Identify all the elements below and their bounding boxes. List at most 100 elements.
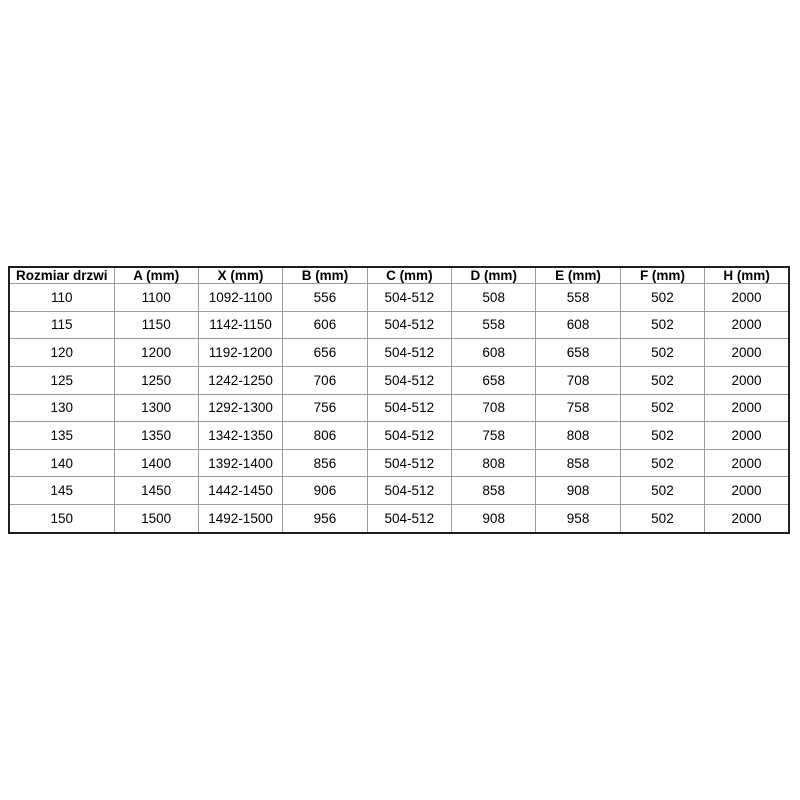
cell-r5-c7: 502 xyxy=(619,421,706,450)
cell-r3-c1: 1250 xyxy=(113,365,199,395)
table-row: 110 1100 1092-1100 556 504-512 508 558 502 2000 xyxy=(8,283,790,312)
cell-r6-c8: 2000 xyxy=(704,448,790,478)
cell-r8-c1: 1500 xyxy=(113,504,199,534)
cell-r2-c4: 504-512 xyxy=(366,338,453,367)
cell-r4-c3: 756 xyxy=(282,393,368,423)
cell-r6-c0: 140 xyxy=(8,448,115,478)
cell-r0-c0: 110 xyxy=(8,283,115,312)
cell-r2-c3: 656 xyxy=(282,338,368,367)
cell-r3-c8: 2000 xyxy=(704,365,790,395)
table-row: 150 1500 1492-1500 956 504-512 908 958 502 2000 xyxy=(8,504,790,534)
cell-r1-c4: 504-512 xyxy=(366,310,453,340)
table-header: Rozmiar drzwi A (mm) X (mm) B (mm) C (mm) D (… xyxy=(8,266,790,284)
column-header-0: Rozmiar drzwi xyxy=(8,266,115,284)
cell-r6-c7: 502 xyxy=(619,448,706,478)
column-header-5: D (mm) xyxy=(450,266,537,284)
cell-r1-c3: 606 xyxy=(282,310,368,340)
cell-r2-c8: 2000 xyxy=(704,338,790,367)
header-row: Rozmiar drzwi A (mm) X (mm) B (mm) C (mm) D (… xyxy=(8,266,790,284)
column-header-3: B (mm) xyxy=(282,266,368,284)
cell-r6-c1: 1400 xyxy=(113,448,199,478)
cell-r3-c3: 706 xyxy=(282,365,368,395)
cell-r7-c0: 145 xyxy=(8,476,115,505)
cell-r2-c6: 658 xyxy=(535,338,621,367)
cell-r5-c0: 135 xyxy=(8,421,115,450)
cell-r0-c5: 508 xyxy=(450,283,537,312)
cell-r8-c6: 958 xyxy=(535,504,621,534)
cell-r4-c0: 130 xyxy=(8,393,115,423)
column-header-4: C (mm) xyxy=(366,266,453,284)
cell-r4-c4: 504-512 xyxy=(366,393,453,423)
cell-r1-c7: 502 xyxy=(619,310,706,340)
table-row: 125 1250 1242-1250 706 504-512 658 708 502 2000 xyxy=(8,365,790,395)
cell-r0-c1: 1100 xyxy=(113,283,199,312)
cell-r3-c4: 504-512 xyxy=(366,365,453,395)
cell-r0-c6: 558 xyxy=(535,283,621,312)
cell-r6-c6: 858 xyxy=(535,448,621,478)
table-row: 145 1450 1442-1450 906 504-512 858 908 502 2000 xyxy=(8,476,790,505)
cell-r6-c2: 1392-1400 xyxy=(197,448,284,478)
cell-r5-c5: 758 xyxy=(450,421,537,450)
cell-r4-c1: 1300 xyxy=(113,393,199,423)
door-size-spec-table: Rozmiar drzwi A (mm) X (mm) B (mm) C (mm) D (… xyxy=(8,266,790,534)
cell-r3-c2: 1242-1250 xyxy=(197,365,284,395)
cell-r2-c0: 120 xyxy=(8,338,115,367)
cell-r1-c0: 115 xyxy=(8,310,115,340)
cell-r6-c3: 856 xyxy=(282,448,368,478)
table-body: 110 1100 1092-1100 556 504-512 508 558 502 2000 1… xyxy=(8,283,790,534)
cell-r0-c8: 2000 xyxy=(704,283,790,312)
cell-r1-c5: 558 xyxy=(450,310,537,340)
cell-r0-c3: 556 xyxy=(282,283,368,312)
table-row: 135 1350 1342-1350 806 504-512 758 808 502 2000 xyxy=(8,421,790,450)
cell-r2-c5: 608 xyxy=(450,338,537,367)
cell-r3-c5: 658 xyxy=(450,365,537,395)
cell-r7-c8: 2000 xyxy=(704,476,790,505)
cell-r3-c6: 708 xyxy=(535,365,621,395)
cell-r8-c8: 2000 xyxy=(704,504,790,534)
column-header-7: F (mm) xyxy=(619,266,706,284)
cell-r5-c1: 1350 xyxy=(113,421,199,450)
cell-r5-c2: 1342-1350 xyxy=(197,421,284,450)
column-header-1: A (mm) xyxy=(113,266,199,284)
cell-r4-c2: 1292-1300 xyxy=(197,393,284,423)
column-header-6: E (mm) xyxy=(535,266,621,284)
cell-r3-c7: 502 xyxy=(619,365,706,395)
cell-r7-c2: 1442-1450 xyxy=(197,476,284,505)
cell-r7-c3: 906 xyxy=(282,476,368,505)
cell-r5-c4: 504-512 xyxy=(366,421,453,450)
column-header-8: H (mm) xyxy=(704,266,790,284)
cell-r1-c2: 1142-1150 xyxy=(197,310,284,340)
cell-r1-c1: 1150 xyxy=(113,310,199,340)
table-row: 140 1400 1392-1400 856 504-512 808 858 502 2000 xyxy=(8,448,790,478)
cell-r2-c7: 502 xyxy=(619,338,706,367)
cell-r0-c2: 1092-1100 xyxy=(197,283,284,312)
cell-r7-c1: 1450 xyxy=(113,476,199,505)
cell-r7-c5: 858 xyxy=(450,476,537,505)
cell-r8-c5: 908 xyxy=(450,504,537,534)
cell-r8-c3: 956 xyxy=(282,504,368,534)
cell-r2-c2: 1192-1200 xyxy=(197,338,284,367)
cell-r6-c4: 504-512 xyxy=(366,448,453,478)
cell-r4-c5: 708 xyxy=(450,393,537,423)
cell-r4-c6: 758 xyxy=(535,393,621,423)
cell-r0-c4: 504-512 xyxy=(366,283,453,312)
cell-r7-c6: 908 xyxy=(535,476,621,505)
cell-r6-c5: 808 xyxy=(450,448,537,478)
cell-r4-c7: 502 xyxy=(619,393,706,423)
cell-r1-c8: 2000 xyxy=(704,310,790,340)
cell-r5-c6: 808 xyxy=(535,421,621,450)
cell-r3-c0: 125 xyxy=(8,365,115,395)
cell-r4-c8: 2000 xyxy=(704,393,790,423)
cell-r0-c7: 502 xyxy=(619,283,706,312)
cell-r7-c7: 502 xyxy=(619,476,706,505)
cell-r8-c4: 504-512 xyxy=(366,504,453,534)
cell-r1-c6: 608 xyxy=(535,310,621,340)
cell-r8-c2: 1492-1500 xyxy=(197,504,284,534)
cell-r8-c0: 150 xyxy=(8,504,115,534)
cell-r8-c7: 502 xyxy=(619,504,706,534)
cell-r5-c8: 2000 xyxy=(704,421,790,450)
cell-r2-c1: 1200 xyxy=(113,338,199,367)
cell-r5-c3: 806 xyxy=(282,421,368,450)
table-row: 115 1150 1142-1150 606 504-512 558 608 502 2000 xyxy=(8,310,790,340)
table-row: 130 1300 1292-1300 756 504-512 708 758 502 2000 xyxy=(8,393,790,423)
